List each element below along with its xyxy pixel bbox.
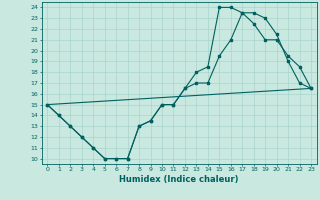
X-axis label: Humidex (Indice chaleur): Humidex (Indice chaleur) xyxy=(119,175,239,184)
